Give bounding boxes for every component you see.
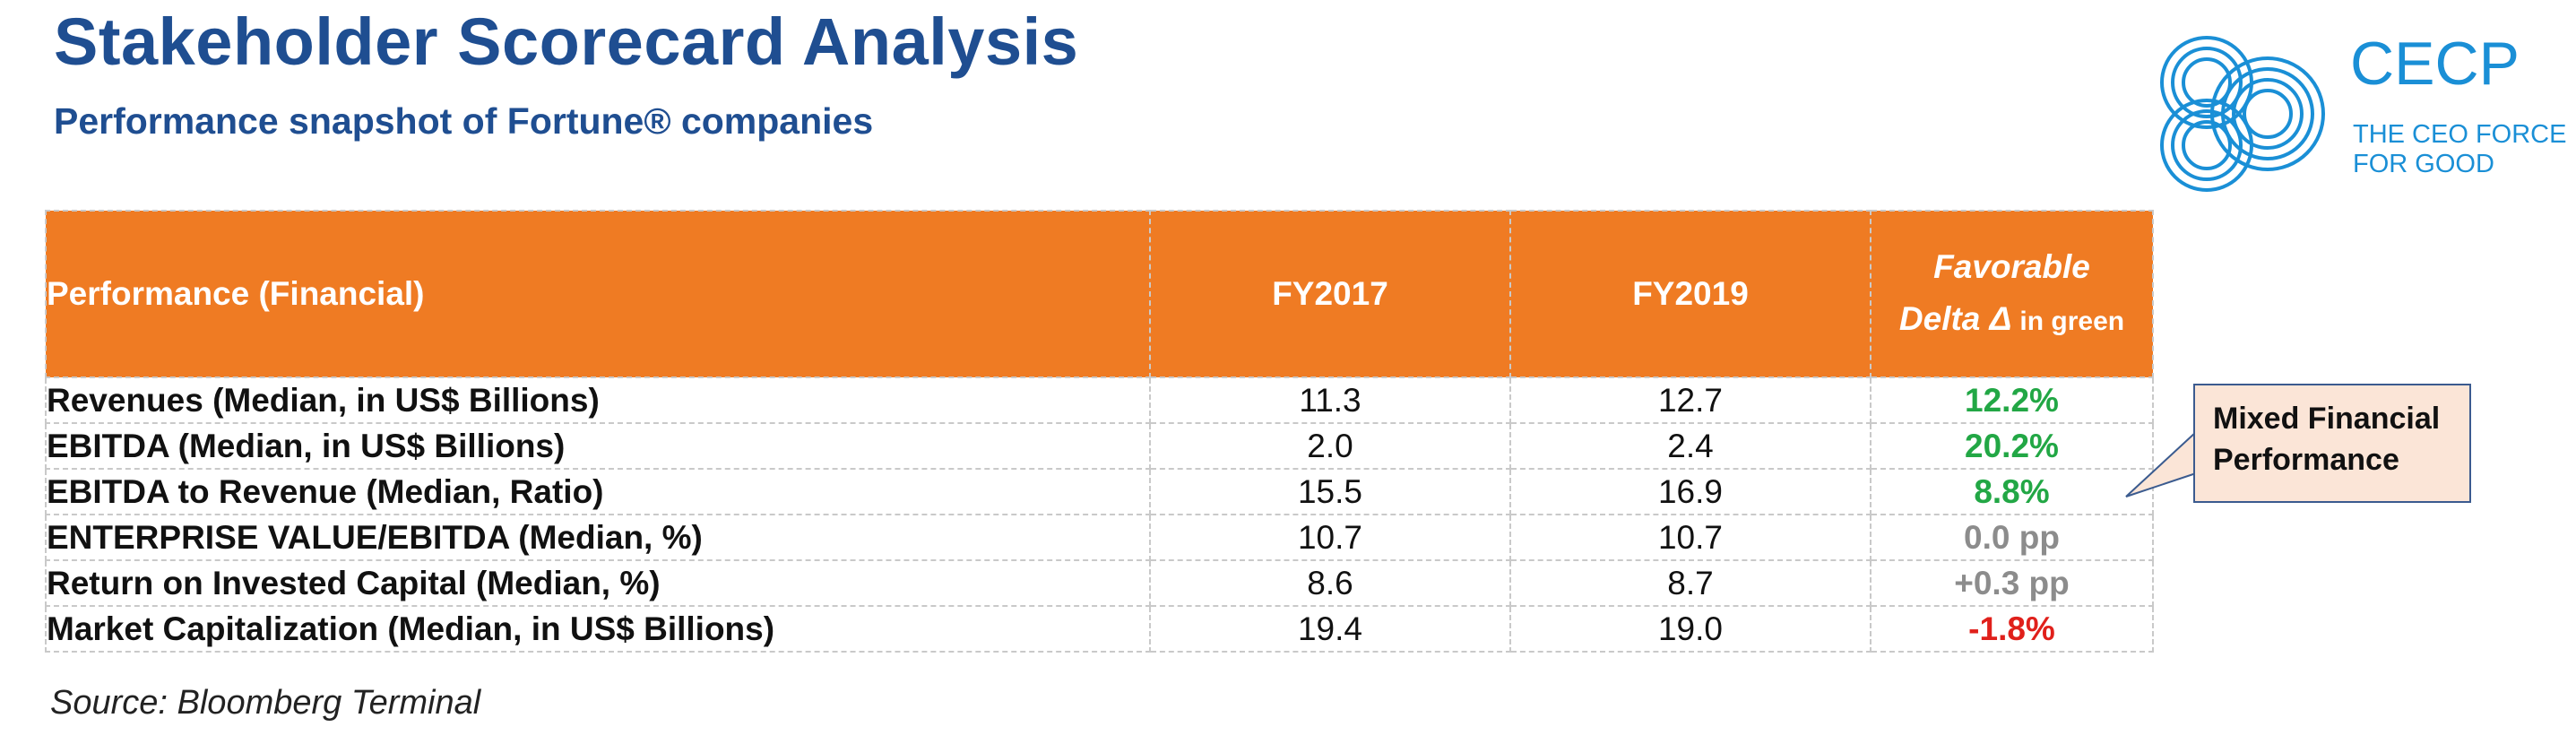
- row-fy2019: 10.7: [1509, 514, 1871, 561]
- row-delta: 8.8%: [1870, 468, 2154, 515]
- logo-tagline: THE CEO FORCE FOR GOOD: [2353, 120, 2567, 178]
- row-fy2019: 8.7: [1509, 559, 1871, 607]
- header-delta-label: Delta: [1898, 299, 1981, 337]
- row-fy2017: 2.0: [1149, 422, 1511, 470]
- row-delta: +0.3 pp: [1870, 559, 2154, 607]
- row-fy2019: 2.4: [1509, 422, 1871, 470]
- table-row: EBITDA (Median, in US$ Billions) 2.0 2.4…: [45, 422, 2154, 470]
- row-fy2017: 8.6: [1149, 559, 1511, 607]
- table-row: ENTERPRISE VALUE/EBITDA (Median, %) 10.7…: [45, 514, 2154, 561]
- row-fy2017: 19.4: [1149, 605, 1511, 653]
- table-row: Return on Invested Capital (Median, %) 8…: [45, 559, 2154, 607]
- source-note: Source: Bloomberg Terminal: [50, 684, 481, 722]
- header-metric: Performance (Financial): [45, 210, 1151, 378]
- table-row: Market Capitalization (Median, in US$ Bi…: [45, 605, 2154, 653]
- callout-line-2: Performance: [2213, 443, 2399, 477]
- header-delta-suffix: in green: [2019, 306, 2125, 336]
- row-delta: 20.2%: [1870, 422, 2154, 470]
- header-favorable-label: Favorable: [1933, 247, 2090, 285]
- callout-pointer: [2125, 430, 2197, 497]
- header-favorable-delta: Favorable Delta Δ in green: [1870, 210, 2154, 378]
- callout-line-1: Mixed Financial: [2213, 402, 2441, 436]
- scorecard-table: Performance (Financial) FY2017 FY2019 Fa…: [45, 210, 2154, 653]
- row-metric: Market Capitalization (Median, in US$ Bi…: [45, 605, 1151, 653]
- row-metric: EBITDA (Median, in US$ Billions): [45, 422, 1151, 470]
- row-fy2019: 16.9: [1509, 468, 1871, 515]
- delta-symbol: Δ: [1989, 299, 2011, 337]
- row-metric: ENTERPRISE VALUE/EBITDA (Median, %): [45, 514, 1151, 561]
- table-row: Revenues (Median, in US$ Billions) 11.3 …: [45, 376, 2154, 424]
- page-title: Stakeholder Scorecard Analysis: [54, 4, 1079, 79]
- row-fy2019: 12.7: [1509, 376, 1871, 424]
- row-delta: 0.0 pp: [1870, 514, 2154, 561]
- row-metric: Return on Invested Capital (Median, %): [45, 559, 1151, 607]
- row-metric: EBITDA to Revenue (Median, Ratio): [45, 468, 1151, 515]
- row-fy2017: 15.5: [1149, 468, 1511, 515]
- table-row: EBITDA to Revenue (Median, Ratio) 15.5 1…: [45, 468, 2154, 515]
- cecp-loops-logo-icon: [2160, 36, 2325, 192]
- row-fy2017: 11.3: [1149, 376, 1511, 424]
- row-delta: -1.8%: [1870, 605, 2154, 653]
- header-fy2017: FY2017: [1149, 210, 1511, 378]
- logo-name: CECP: [2350, 30, 2520, 98]
- row-fy2019: 19.0: [1509, 605, 1871, 653]
- cecp-logo: CECP THE CEO FORCE FOR GOOD: [2151, 11, 2572, 226]
- header-fy2019: FY2019: [1509, 210, 1871, 378]
- table-header-row: Performance (Financial) FY2017 FY2019 Fa…: [45, 210, 2154, 378]
- row-metric: Revenues (Median, in US$ Billions): [45, 376, 1151, 424]
- mixed-performance-callout: Mixed Financial Performance: [2193, 384, 2471, 503]
- row-delta: 12.2%: [1870, 376, 2154, 424]
- row-fy2017: 10.7: [1149, 514, 1511, 561]
- page-subtitle: Performance snapshot of Fortune® compani…: [54, 100, 874, 142]
